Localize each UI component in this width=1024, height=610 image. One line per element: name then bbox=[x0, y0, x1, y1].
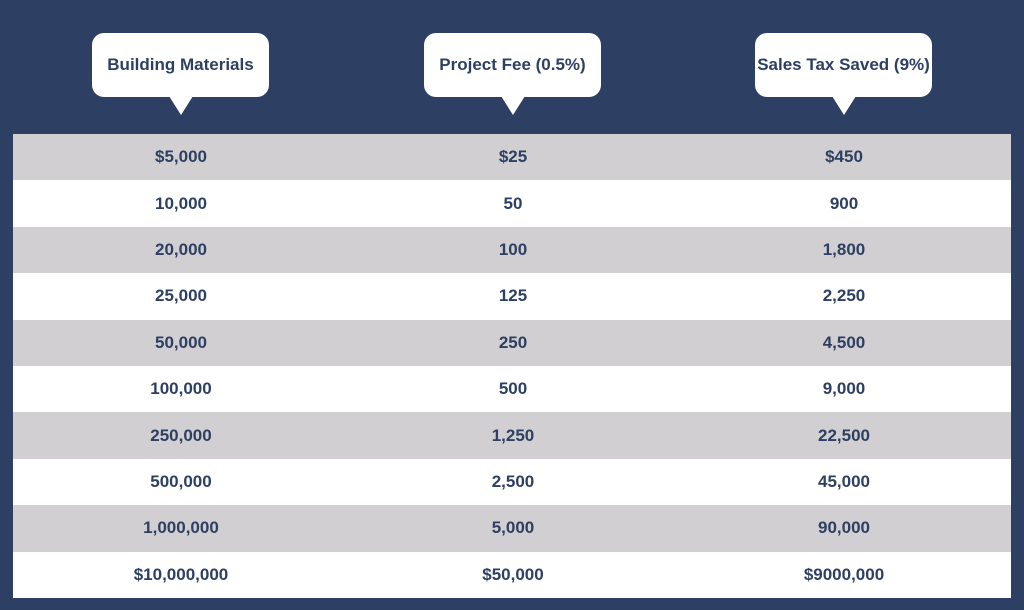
cell-sales-tax-saved: $450 bbox=[825, 147, 863, 167]
cell-building-materials: 1,000,000 bbox=[143, 518, 219, 538]
table-row: 25,000 125 2,250 bbox=[13, 273, 1011, 320]
table-row: $5,000 $25 $450 bbox=[13, 134, 1011, 181]
cell-sales-tax-saved: 4,500 bbox=[822, 332, 866, 352]
cell-building-materials: 50,000 bbox=[155, 332, 207, 352]
header-building-materials: Building Materials bbox=[92, 33, 269, 115]
table-row: $10,000,000 $50,000 $9000,000 bbox=[13, 551, 1011, 598]
cell-sales-tax-saved: 22,500 bbox=[818, 425, 870, 445]
cell-building-materials: 250,000 bbox=[150, 425, 212, 445]
cell-sales-tax-saved: 45,000 bbox=[818, 471, 870, 491]
table-header: Building Materials Project Fee (0.5%) Sa… bbox=[0, 0, 1024, 134]
table-row: 500,000 2,500 45,000 bbox=[13, 458, 1011, 506]
table-row: 20,000 100 1,800 bbox=[13, 226, 1011, 274]
cell-building-materials: $5,000 bbox=[155, 147, 207, 167]
table-row: 10,000 50 900 bbox=[13, 180, 1011, 227]
table-row: 1,000,000 5,000 90,000 bbox=[13, 505, 1011, 552]
cell-project-fee: 2,500 bbox=[491, 471, 535, 491]
cell-building-materials: 100,000 bbox=[150, 379, 212, 399]
header-sales-tax-saved: Sales Tax Saved (9%) bbox=[755, 33, 932, 115]
cell-sales-tax-saved: 90,000 bbox=[818, 518, 870, 538]
cell-building-materials: 20,000 bbox=[155, 239, 207, 259]
cell-sales-tax-saved: 9,000 bbox=[822, 379, 866, 399]
cell-sales-tax-saved: $9000,000 bbox=[803, 564, 885, 584]
cell-project-fee: 125 bbox=[498, 286, 528, 306]
cell-sales-tax-saved: 900 bbox=[829, 193, 859, 213]
cell-project-fee: 1,250 bbox=[491, 425, 535, 445]
cell-project-fee: 100 bbox=[498, 239, 528, 259]
header-project-fee: Project Fee (0.5%) bbox=[424, 33, 601, 115]
cell-sales-tax-saved: 1,800 bbox=[822, 239, 866, 259]
table-row: 50,000 250 4,500 bbox=[13, 319, 1011, 366]
cell-project-fee: 500 bbox=[498, 379, 528, 399]
table-row: 250,000 1,250 22,500 bbox=[13, 412, 1011, 459]
cell-project-fee: 5,000 bbox=[491, 518, 535, 538]
cell-building-materials: 25,000 bbox=[155, 286, 207, 306]
cell-project-fee: $50,000 bbox=[482, 564, 544, 584]
cell-project-fee: 50 bbox=[503, 193, 523, 213]
cell-building-materials: $10,000,000 bbox=[133, 564, 229, 584]
cell-building-materials: 500,000 bbox=[150, 471, 212, 491]
cell-sales-tax-saved: 2,250 bbox=[822, 286, 866, 306]
cell-project-fee: $25 bbox=[498, 147, 528, 167]
data-table: $5,000 $25 $450 10,000 50 900 20,000 100… bbox=[13, 134, 1011, 598]
cell-building-materials: 10,000 bbox=[155, 193, 207, 213]
cell-project-fee: 250 bbox=[498, 332, 528, 352]
table-row: 100,000 500 9,000 bbox=[13, 365, 1011, 413]
